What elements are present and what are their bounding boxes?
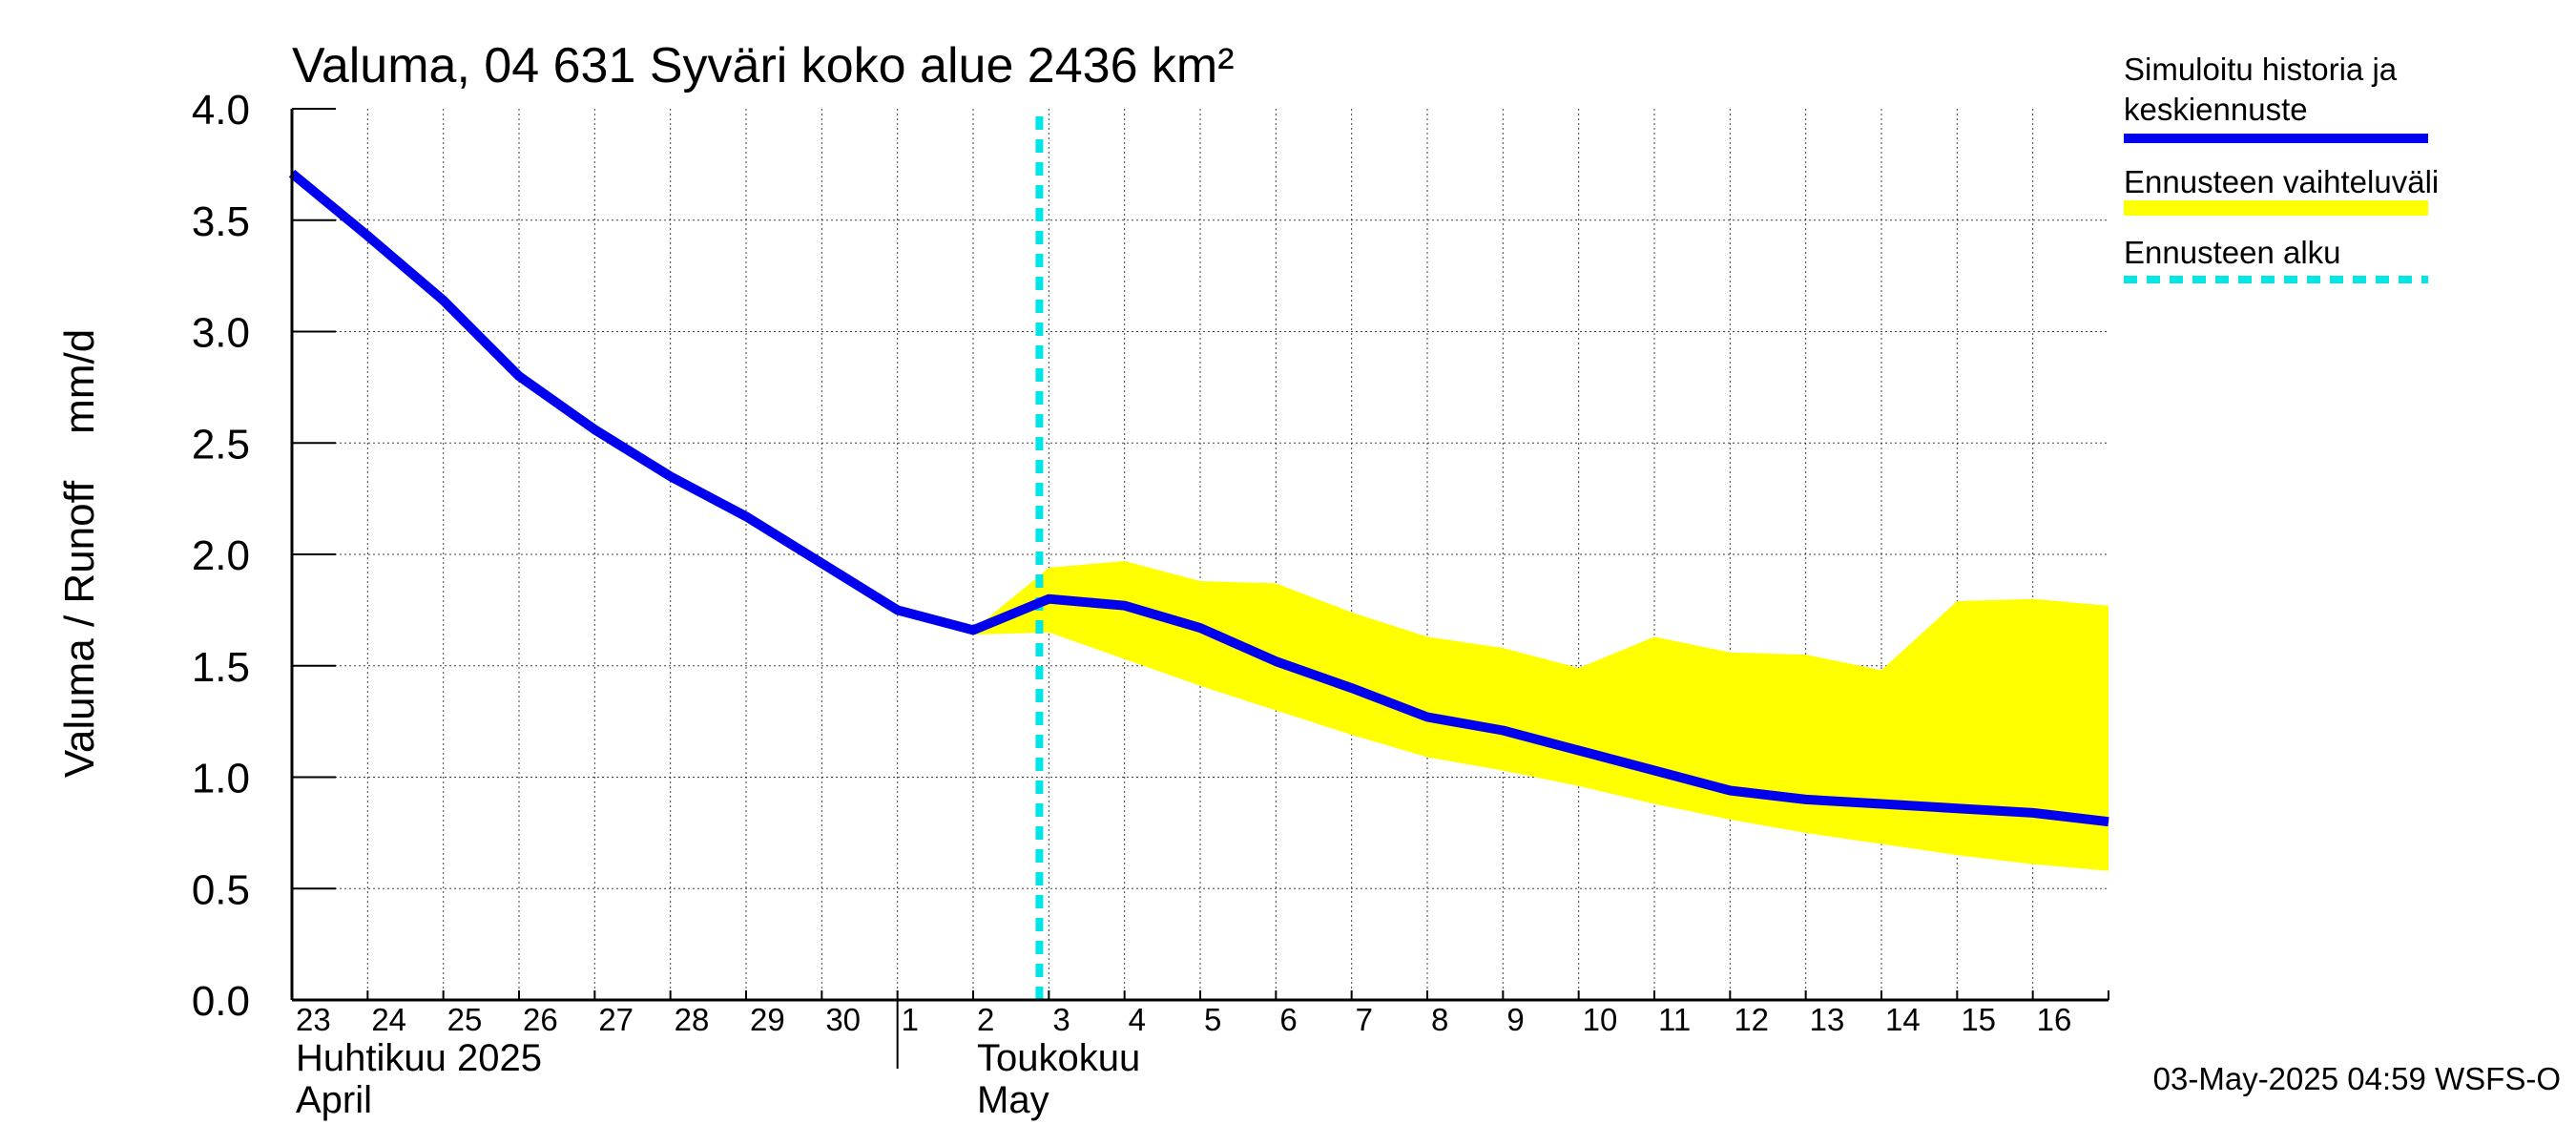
- data-point: [1199, 627, 1201, 629]
- legend-label: Ennusteen vaihteluväli: [2124, 164, 2439, 199]
- forecast-range-band: [973, 561, 2109, 871]
- chart-title: Valuma, 04 631 Syväri koko alue 2436 km²: [292, 38, 1235, 94]
- x-tick-label: 28: [675, 1002, 710, 1037]
- footer-timestamp: 03-May-2025 04:59 WSFS-O: [2153, 1061, 2561, 1096]
- data-point: [1351, 687, 1353, 689]
- x-tick-label: 8: [1431, 1002, 1448, 1037]
- data-point: [2032, 812, 2034, 814]
- y-tick-labels: 0.0 0.5 1.0 1.5 2.0 2.5 3.0 3.5 4.0: [192, 87, 250, 1025]
- legend-label: Ennusteen alku: [2124, 235, 2341, 270]
- y-tick-label: 1.5: [192, 644, 250, 691]
- x-tick-label: 9: [1506, 1002, 1524, 1037]
- month-label-en: May: [977, 1079, 1049, 1121]
- y-tick-label: 3.5: [192, 198, 250, 245]
- data-point: [1275, 660, 1277, 662]
- data-point: [1578, 750, 1580, 751]
- data-point: [1880, 803, 1882, 804]
- legend: Simuloitu historia ja keskiennuste Ennuste…: [2124, 52, 2439, 283]
- axes: [290, 108, 2109, 1069]
- x-tick-label: 12: [1734, 1002, 1769, 1037]
- data-point: [821, 562, 822, 564]
- data-point: [1124, 605, 1126, 607]
- y-tick-label: 0.0: [192, 978, 250, 1025]
- x-tick-label: 7: [1356, 1002, 1373, 1037]
- data-point: [366, 235, 368, 237]
- data-point: [1502, 730, 1504, 731]
- data-point: [897, 609, 899, 611]
- x-tick-label: 25: [447, 1002, 483, 1037]
- y-tick-label: 0.5: [192, 866, 250, 913]
- x-tick-label: 4: [1129, 1002, 1146, 1037]
- forecast-range-area: [973, 561, 2109, 871]
- x-tick-label: 2: [977, 1002, 994, 1037]
- x-tick-label: 29: [750, 1002, 785, 1037]
- data-point: [670, 475, 672, 477]
- x-tick-label: 5: [1204, 1002, 1221, 1037]
- x-tick-label: 15: [1961, 1002, 1996, 1037]
- data-point: [443, 300, 445, 302]
- data-point: [1805, 799, 1807, 801]
- month-label-fi: Huhtikuu 2025: [296, 1037, 542, 1079]
- y-tick-label: 3.0: [192, 310, 250, 357]
- x-tick-label: 13: [1810, 1002, 1845, 1037]
- y-tick-label: 4.0: [192, 87, 250, 134]
- series-lines: [288, 116, 2109, 1000]
- data-point: [518, 375, 520, 377]
- x-tick-label: 23: [296, 1002, 331, 1037]
- x-tick-label: 6: [1279, 1002, 1297, 1037]
- x-tick-label: 11: [1658, 1002, 1691, 1037]
- month-label-fi: Toukokuu: [977, 1037, 1140, 1079]
- data-point: [1956, 807, 1958, 809]
- x-tick-label: 10: [1583, 1002, 1618, 1037]
- x-tick-label: 27: [598, 1002, 634, 1037]
- y-tick-label: 2.0: [192, 532, 250, 579]
- legend-label: Simuloitu historia ja: [2124, 52, 2398, 87]
- y-tick-label: 2.5: [192, 421, 250, 468]
- data-point: [1653, 770, 1655, 771]
- month-label-en: April: [296, 1079, 372, 1121]
- x-tick-label: 14: [1885, 1002, 1921, 1037]
- x-tick-label: 26: [523, 1002, 558, 1037]
- x-tick-label: 24: [371, 1002, 406, 1037]
- data-point: [745, 515, 747, 517]
- legend-label: keskiennuste: [2124, 92, 2308, 127]
- data-point: [1426, 717, 1428, 718]
- data-point: [1729, 790, 1731, 791]
- x-tick-label: 1: [902, 1002, 919, 1037]
- grid: [292, 109, 2109, 1000]
- x-tick-label: 30: [825, 1002, 861, 1037]
- data-point: [593, 428, 595, 430]
- x-tick-label: 16: [2037, 1002, 2072, 1037]
- y-tick-label: 1.0: [192, 756, 250, 802]
- y-axis-label: Valuma / Runoff mm/d: [56, 329, 103, 778]
- x-tick-labels: 23 24 25 26 27 28 29 30 1 2 3 4 5 6 7 8 9 10 11 12 13 14 15 16: [296, 1002, 2071, 1037]
- data-point: [972, 629, 974, 631]
- x-tick-label: 3: [1052, 1002, 1070, 1037]
